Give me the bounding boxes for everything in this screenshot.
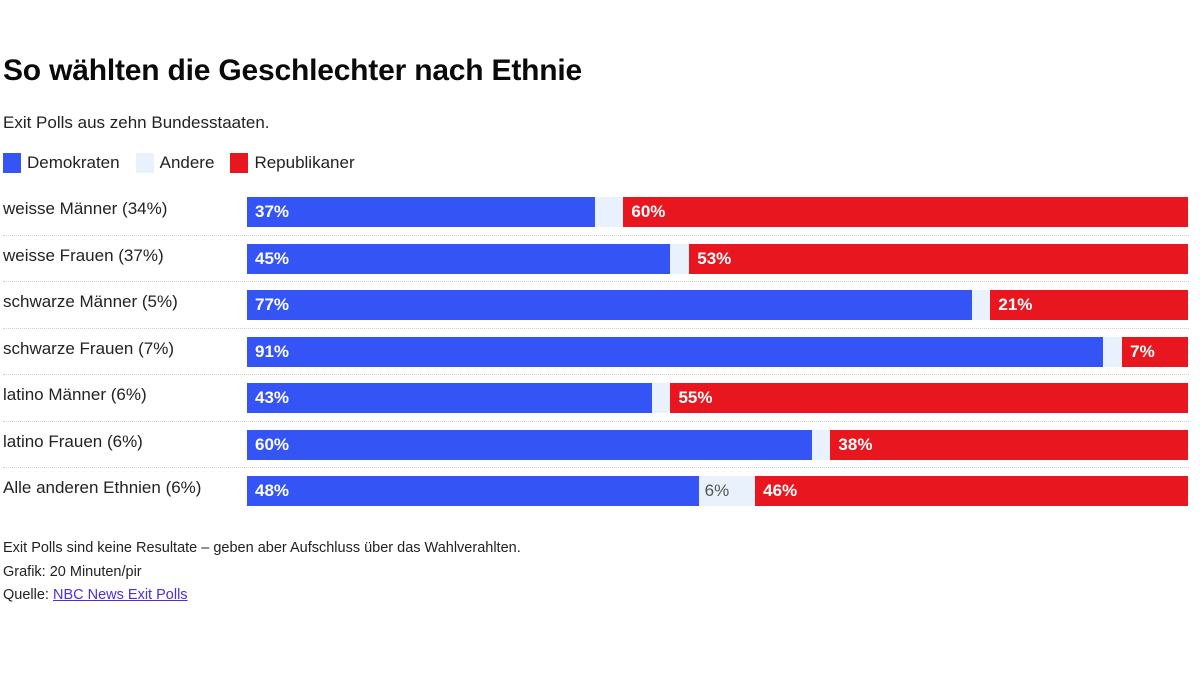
data-label-dem: 91% bbox=[255, 341, 290, 361]
bar-segment-other bbox=[971, 290, 991, 320]
bar-segment-dem: 45% bbox=[247, 243, 671, 274]
source-link[interactable]: NBC News Exit Polls bbox=[52, 587, 188, 603]
bar-segment-rep: 38% bbox=[830, 429, 1188, 460]
category-label: weisse Frauen (37%) bbox=[3, 245, 164, 265]
category-label: schwarze Frauen (7%) bbox=[3, 338, 175, 358]
data-label-dem: 48% bbox=[255, 481, 290, 500]
data-label-rep: 53% bbox=[697, 248, 732, 268]
bar-segment-rep: 53% bbox=[689, 243, 1188, 274]
data-label-rep: 46% bbox=[763, 481, 798, 500]
bar-track: 77% 21% bbox=[247, 290, 1188, 320]
legend-item-other: Andere bbox=[135, 153, 215, 173]
data-label-rep: 60% bbox=[631, 202, 666, 221]
bar-segment-dem: 43% bbox=[247, 383, 652, 413]
legend-item-rep: Republikaner bbox=[230, 153, 355, 173]
category-label: schwarze Männer (5%) bbox=[3, 292, 178, 311]
category-label: latino Frauen (6%) bbox=[3, 431, 143, 451]
bar-segment-dem: 60% bbox=[247, 429, 812, 460]
data-label-dem: 45% bbox=[255, 248, 290, 268]
bar-segment-dem: 77% bbox=[247, 290, 972, 320]
bar-segment-other bbox=[1103, 336, 1123, 367]
bar-segment-rep: 46% bbox=[755, 476, 1188, 506]
row-divider bbox=[3, 420, 1189, 422]
data-label-rep: 21% bbox=[998, 295, 1033, 314]
data-label-dem: 77% bbox=[255, 295, 290, 314]
bar-track: 91% 7% bbox=[247, 336, 1188, 367]
bar-segment-rep: 21% bbox=[990, 290, 1188, 320]
row-divider bbox=[3, 327, 1189, 329]
data-label-rep: 55% bbox=[678, 388, 713, 407]
data-label-other: 6% bbox=[704, 481, 730, 500]
chart-title: So wählten die Geschlechter nach Ethnie bbox=[3, 54, 583, 87]
bar-row: weisse Frauen (37%) 45% 53% bbox=[3, 236, 1189, 282]
bar-segment-other bbox=[811, 429, 831, 460]
footer-note: Exit Polls sind keine Resultate – geben … bbox=[3, 540, 521, 556]
bar-segment-dem: 48% bbox=[247, 476, 699, 506]
bar-track: 48% 6% 46% bbox=[247, 476, 1188, 506]
bar-segment-other: 6% bbox=[698, 476, 756, 506]
legend-item-dem: Demokraten bbox=[3, 153, 120, 173]
legend-label-dem: Demokraten bbox=[27, 153, 120, 172]
bar-row: Alle anderen Ethnien (6%) 48% 6% 46% bbox=[3, 468, 1189, 515]
chart-footer: Exit Polls sind keine Resultate – geben … bbox=[3, 537, 521, 608]
category-label: latino Männer (6%) bbox=[3, 385, 147, 404]
legend-swatch-other bbox=[135, 153, 154, 173]
bar-row: weisse Männer (34%) 37% 60% bbox=[3, 189, 1189, 236]
bar-segment-rep: 7% bbox=[1122, 336, 1188, 367]
row-divider bbox=[3, 374, 1189, 375]
legend-label-other: Andere bbox=[159, 153, 215, 172]
bar-segment-rep: 55% bbox=[670, 383, 1188, 413]
footer-source: Quelle: NBC News Exit Polls bbox=[3, 584, 521, 608]
bar-track: 60% 38% bbox=[247, 429, 1188, 460]
bar-row: schwarze Frauen (7%) 91% 7% bbox=[3, 329, 1189, 375]
bar-track: 45% 53% bbox=[247, 243, 1188, 274]
footer-credit: Grafik: 20 Minuten/pir bbox=[3, 563, 142, 580]
row-divider bbox=[3, 281, 1189, 282]
bar-segment-other bbox=[670, 243, 690, 274]
data-label-rep: 38% bbox=[838, 434, 873, 454]
data-label-dem: 60% bbox=[255, 434, 290, 454]
data-label-dem: 43% bbox=[255, 388, 290, 407]
legend: Demokraten Andere Republikaner bbox=[3, 153, 371, 173]
bar-segment-dem: 37% bbox=[247, 197, 596, 227]
data-label-dem: 37% bbox=[255, 202, 290, 221]
row-divider bbox=[3, 234, 1189, 236]
chart-subtitle: Exit Polls aus zehn Bundesstaaten. bbox=[3, 113, 270, 132]
legend-label-rep: Republikaner bbox=[254, 153, 355, 172]
bar-segment-dem: 91% bbox=[247, 336, 1104, 367]
bar-row: schwarze Männer (5%) 77% 21% bbox=[3, 282, 1189, 329]
bar-track: 37% 60% bbox=[247, 197, 1188, 227]
legend-swatch-dem bbox=[3, 153, 21, 173]
bar-segment-rep: 60% bbox=[623, 197, 1188, 227]
footer-source-prefix: Quelle: bbox=[3, 587, 53, 603]
data-label-rep: 7% bbox=[1130, 341, 1155, 361]
bar-row: latino Frauen (6%) 60% 38% bbox=[3, 422, 1189, 468]
legend-swatch-rep bbox=[230, 153, 249, 173]
category-label: Alle anderen Ethnien (6%) bbox=[3, 478, 202, 497]
bar-track: 43% 55% bbox=[247, 383, 1188, 413]
row-divider bbox=[3, 467, 1189, 468]
bar-row: latino Männer (6%) 43% 55% bbox=[3, 375, 1189, 422]
category-label: weisse Männer (34%) bbox=[3, 199, 168, 218]
bar-segment-other bbox=[651, 383, 671, 413]
bar-segment-other bbox=[595, 197, 624, 227]
